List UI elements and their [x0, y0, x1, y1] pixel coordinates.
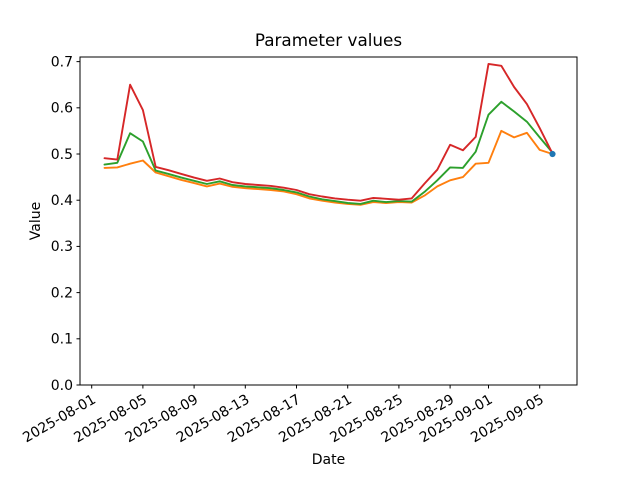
series-green-line	[103, 100, 554, 205]
x-axis-label: Date	[312, 452, 345, 468]
y-tick-label: 0.2	[51, 285, 73, 301]
y-axis-label: Value	[28, 202, 44, 240]
y-tick-label: 0.7	[51, 54, 73, 70]
series-orange-line	[103, 129, 554, 206]
plot-area-border	[79, 56, 578, 386]
y-tick-label: 0.5	[51, 147, 73, 163]
y-axis-ticks: 0.0 0.1 0.2 0.3 0.4 0.5 0.6 0.7	[51, 54, 80, 394]
y-tick-label: 0.4	[51, 193, 73, 209]
end-point-marker	[549, 150, 556, 158]
y-tick-label: 0.3	[51, 239, 73, 255]
chart-title: Parameter values	[255, 30, 402, 50]
x-axis-ticks: 2025-08-012025-08-052025-08-092025-08-13…	[20, 385, 547, 446]
series-lines	[103, 62, 554, 206]
y-tick-label: 0.1	[51, 332, 73, 348]
series-red-line	[103, 62, 554, 202]
y-tick-label: 0.0	[51, 378, 73, 394]
y-tick-label: 0.6	[51, 101, 73, 117]
